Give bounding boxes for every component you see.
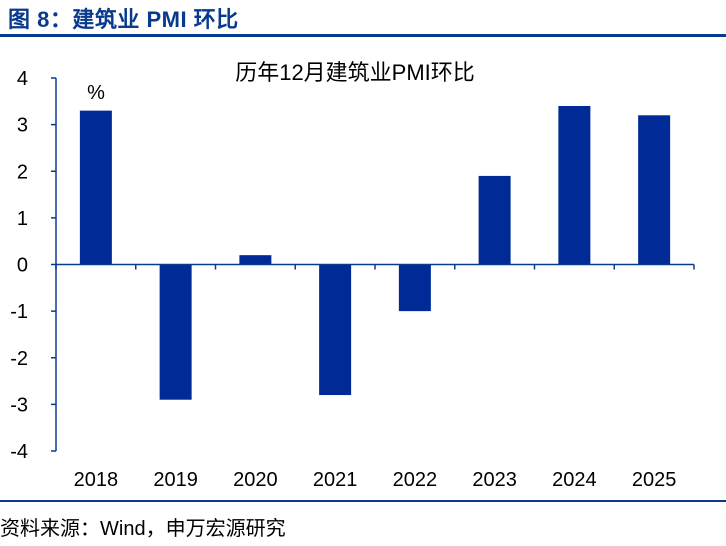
y-tick-label: 3 (17, 115, 28, 137)
x-tick-label: 2022 (393, 469, 438, 491)
chart-title: 历年12月建筑业PMI环比 (235, 60, 475, 85)
source-note: 资料来源：Wind，申万宏源研究 (0, 518, 286, 540)
y-tick-label: 0 (17, 255, 28, 277)
bar-chart: 历年12月建筑业PMI环比 % 4 3 2 1 0 -1 -2 -3 -4 2018 2019 20… (10, 60, 695, 491)
y-tick-label: -1 (10, 301, 28, 323)
unit-label: % (87, 82, 105, 104)
top-rule (0, 34, 726, 37)
x-tick-label: 2021 (313, 469, 358, 491)
x-tick-label: 2023 (472, 469, 517, 491)
bar-2022 (398, 264, 431, 312)
bar-2024 (558, 105, 591, 265)
x-tick-label: 2025 (632, 469, 677, 491)
figure-title: 图 8：建筑业 PMI 环比 (8, 7, 239, 32)
bar-2020 (239, 255, 272, 265)
y-tick-label: 1 (17, 208, 28, 230)
y-tick-label: -2 (10, 348, 28, 370)
y-tick-label: 4 (17, 68, 28, 90)
bar-2018 (79, 110, 112, 265)
x-tick-label: 2018 (74, 469, 119, 491)
bar-2025 (638, 115, 671, 265)
y-tick-label: 2 (17, 161, 28, 183)
x-tick-label: 2020 (233, 469, 278, 491)
y-tick-label: -3 (10, 394, 28, 416)
x-tick-label: 2019 (153, 469, 198, 491)
bar-2019 (159, 264, 192, 400)
bar-2021 (319, 264, 352, 396)
bar-2023 (478, 175, 511, 265)
y-tick-label: -4 (10, 441, 28, 463)
bottom-rule (0, 500, 726, 502)
x-tick-label: 2024 (552, 469, 597, 491)
